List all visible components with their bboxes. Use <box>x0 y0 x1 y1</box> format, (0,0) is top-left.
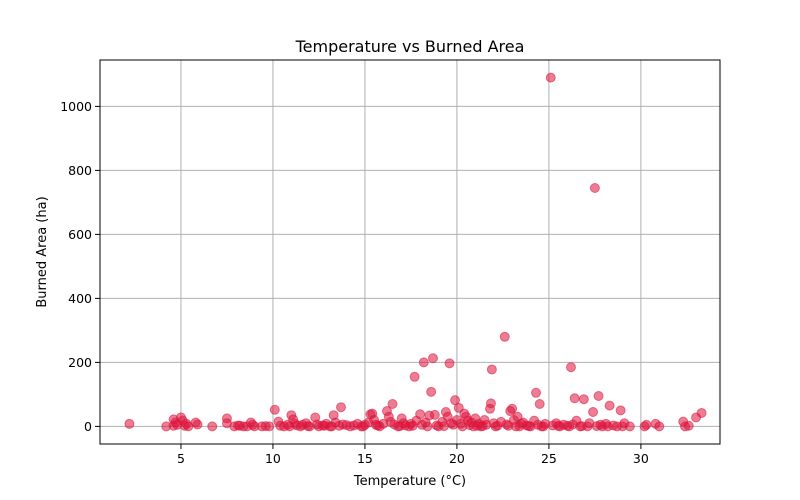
data-point <box>372 420 383 431</box>
data-point <box>477 421 488 432</box>
chart-title: Temperature vs Burned Area <box>295 37 525 56</box>
data-point <box>503 420 514 431</box>
data-point <box>589 183 600 193</box>
x-tick-label: 25 <box>541 451 557 466</box>
data-point <box>124 418 135 429</box>
data-point <box>569 393 580 404</box>
x-tick-label: 5 <box>177 451 185 466</box>
data-point <box>514 421 525 432</box>
data-point <box>490 421 501 432</box>
data-point <box>617 421 628 432</box>
data-point <box>358 421 369 432</box>
data-point <box>427 353 438 364</box>
data-point <box>269 404 280 415</box>
y-tick-label: 200 <box>68 355 92 370</box>
y-axis-ticks: 0 200 400 600 800 1000 <box>60 99 100 434</box>
data-point <box>336 402 347 413</box>
y-tick-label: 800 <box>68 163 92 178</box>
data-point <box>564 421 575 432</box>
plot-frame <box>99 59 721 445</box>
x-tick-label: 30 <box>633 451 649 466</box>
data-point <box>429 409 440 420</box>
data-point <box>192 419 203 430</box>
y-tick-label: 400 <box>68 291 92 306</box>
y-tick-label: 600 <box>68 227 92 242</box>
y-axis-label: Burned Area (ha) <box>35 196 50 307</box>
data-point <box>591 421 602 432</box>
data-point <box>615 405 626 416</box>
data-point <box>207 421 218 432</box>
data-point <box>486 364 497 375</box>
data-point <box>426 386 437 397</box>
data-point <box>582 421 593 432</box>
data-point <box>415 409 426 420</box>
data-point <box>545 72 556 83</box>
data-point <box>507 403 518 414</box>
data-point <box>444 358 455 369</box>
grid <box>100 60 720 444</box>
x-tick-label: 15 <box>357 451 373 466</box>
data-point <box>565 362 576 373</box>
data-point <box>588 407 599 417</box>
data-point <box>409 371 420 382</box>
y-tick-label: 1000 <box>60 99 92 114</box>
x-tick-label: 10 <box>265 451 281 466</box>
x-tick-label: 20 <box>449 451 465 466</box>
data-point <box>387 399 398 409</box>
x-axis-label: Temperature (°C) <box>353 474 466 489</box>
data-point <box>531 387 542 398</box>
data-point <box>578 394 589 405</box>
data-point <box>468 421 479 432</box>
data-point <box>654 421 665 432</box>
data-point <box>538 421 549 432</box>
data-point <box>696 407 707 418</box>
data-point <box>593 391 604 401</box>
data-point <box>407 420 418 431</box>
data-point <box>422 421 433 432</box>
data-point <box>553 420 564 431</box>
data-point <box>534 399 545 409</box>
x-axis-ticks: 5 10 15 20 25 30 <box>177 444 649 466</box>
data-points <box>124 72 707 432</box>
data-point <box>641 419 652 430</box>
data-point <box>485 398 496 409</box>
data-point <box>242 421 253 432</box>
data-point <box>439 421 450 432</box>
data-point <box>418 357 429 368</box>
data-point <box>602 421 613 432</box>
data-point <box>394 421 405 432</box>
data-point <box>683 420 694 431</box>
data-point <box>604 400 615 411</box>
data-point <box>523 421 534 432</box>
data-point <box>326 421 337 432</box>
data-point <box>284 421 295 432</box>
data-point <box>302 421 313 432</box>
data-point <box>499 331 510 342</box>
y-tick-label: 0 <box>84 419 92 434</box>
data-point <box>260 421 271 432</box>
